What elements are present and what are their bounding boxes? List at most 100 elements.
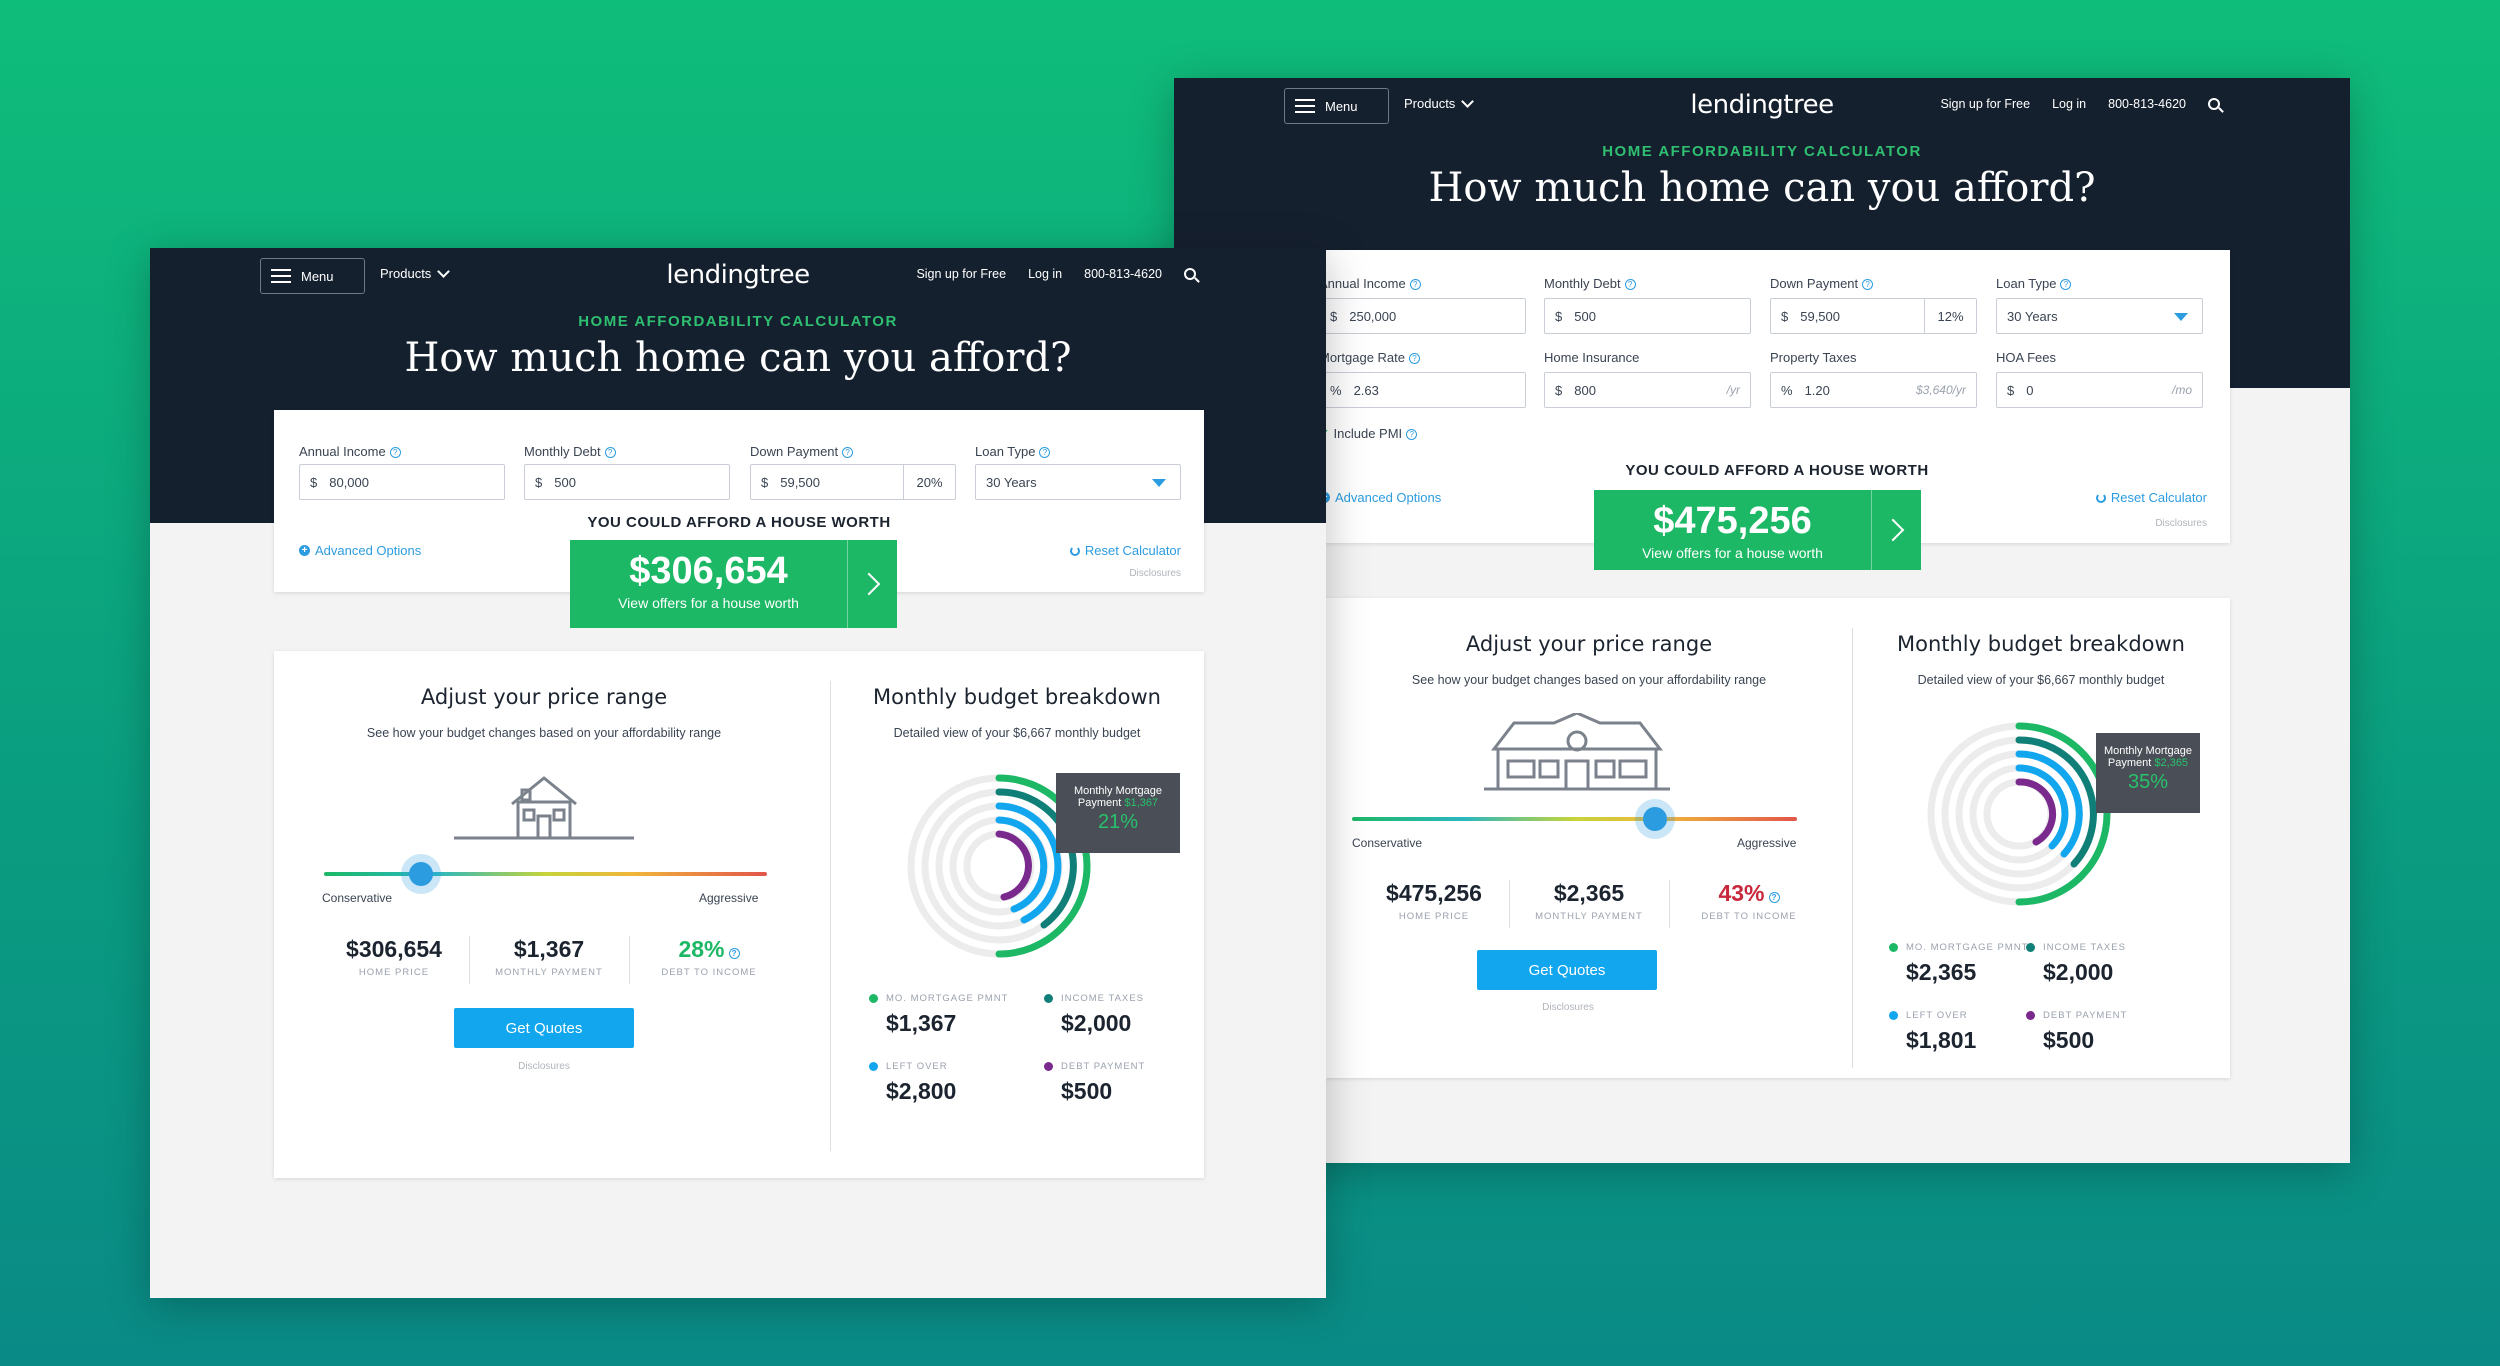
mortgage-arc-inner (2015, 764, 2069, 850)
divider (629, 936, 630, 984)
budget-ring-chart (1927, 722, 2111, 906)
price-range-slider[interactable] (1352, 817, 1797, 821)
home-insurance-label: Home Insurance (1544, 350, 1640, 365)
include-pmi-checkbox[interactable]: ✓ Include PMI? (1319, 426, 1418, 442)
advanced-options-link[interactable]: +Advanced Options (299, 543, 421, 558)
down-payment-input[interactable]: $59,500 12% (1770, 298, 1977, 334)
help-icon[interactable]: ? (842, 447, 854, 458)
column-divider (830, 681, 831, 1151)
top-nav: Menu Products lendingtree Sign up for Fr… (1174, 78, 2350, 148)
menu-button[interactable]: Menu (1284, 88, 1389, 124)
help-icon[interactable]: ? (1624, 279, 1636, 290)
monthly-payment-stat: $2,365 MONTHLY PAYMENT (1535, 880, 1643, 922)
menu-label: Menu (301, 268, 334, 284)
slider-handle[interactable] (409, 862, 434, 886)
annual-income-label: Annual Income? (299, 444, 401, 459)
mortgage-arc-inner (995, 816, 1048, 913)
help-icon[interactable]: ? (389, 447, 401, 458)
disclosures-link[interactable]: Disclosures (2155, 518, 2207, 529)
login-link[interactable]: Log in (1028, 267, 1063, 281)
down-payment-label: Down Payment? (1770, 276, 1874, 291)
mortgage-rate-input[interactable]: % 2.63 (1319, 372, 1526, 408)
phone-link[interactable]: 800-813-4620 (1084, 267, 1162, 281)
view-offers-label: View offers for a house worth (1642, 545, 1823, 561)
property-taxes-input[interactable]: % 1.20 $3,640/yr (1770, 372, 1977, 408)
mortgage-arc (995, 802, 1062, 924)
menu-button[interactable]: Menu (260, 258, 365, 294)
budget-title: Monthly budget breakdown (872, 685, 1161, 709)
get-quotes-button[interactable]: Get Quotes (1477, 950, 1657, 990)
get-quotes-button[interactable]: Get Quotes (454, 1008, 634, 1048)
down-payment-percent[interactable]: 20% (903, 465, 955, 499)
reset-calculator-link[interactable]: Reset Calculator (2095, 490, 2207, 505)
products-label: Products (1404, 96, 1456, 111)
home-insurance-input[interactable]: $800/yr (1544, 372, 1751, 408)
afford-heading: YOU COULD AFFORD A HOUSE WORTH (1625, 462, 1929, 479)
hoa-fees-input[interactable]: $0/mo (1996, 372, 2203, 408)
afford-amount: $306,654 (629, 550, 788, 592)
aggressive-label: Aggressive (699, 891, 759, 905)
help-icon[interactable]: ? (2060, 279, 2072, 290)
screenshot-large-income: Menu Products lendingtree Sign up for Fr… (1174, 78, 2350, 1163)
dropdown-arrow-icon (1152, 479, 1166, 487)
help-icon[interactable]: ? (1409, 279, 1421, 290)
help-icon[interactable]: ? (1768, 892, 1780, 903)
help-icon[interactable]: ? (1409, 353, 1420, 364)
mortgage-tooltip: Monthly Mortgage Payment $2,365 35% (2096, 733, 2200, 813)
divider (1509, 880, 1510, 928)
slider-handle[interactable] (1642, 807, 1667, 831)
chevron-right-icon (847, 540, 897, 628)
adjust-title: Adjust your price range (420, 685, 668, 709)
reset-icon (1069, 545, 1080, 556)
legend-taxes: INCOME TAXES $2,000 (1044, 993, 1144, 1037)
monthly-debt-input[interactable]: $500 (524, 464, 730, 500)
reset-calculator-link[interactable]: Reset Calculator (1069, 543, 1181, 558)
help-icon[interactable]: ? (728, 948, 740, 959)
products-label: Products (380, 266, 432, 281)
calculator-eyebrow: HOME AFFORDABILITY CALCULATOR (1602, 143, 1922, 160)
loan-type-select[interactable]: 30 Years (975, 464, 1181, 500)
page-title: How much home can you afford? (404, 335, 1072, 381)
disclosures-link[interactable]: Disclosures (518, 1061, 570, 1072)
adjust-subtitle: See how your budget changes based on you… (1411, 673, 1767, 687)
search-icon[interactable] (2208, 98, 2220, 110)
advanced-options-link[interactable]: +Advanced Options (1319, 490, 1441, 505)
view-offers-button[interactable]: $306,654 View offers for a house worth (570, 540, 897, 628)
price-range-slider[interactable] (324, 872, 767, 876)
monthly-debt-label: Monthly Debt? (524, 444, 616, 459)
left-over-arc (2015, 722, 2111, 906)
help-icon[interactable]: ? (1862, 279, 1874, 290)
lendingtree-logo[interactable]: lendingtree (1174, 90, 2350, 120)
phone-link[interactable]: 800-813-4620 (2108, 97, 2186, 111)
legend-debt: DEBT PAYMENT $500 (2026, 1010, 2127, 1054)
help-icon[interactable]: ? (1406, 429, 1418, 440)
disclosures-link[interactable]: Disclosures (1129, 568, 1181, 579)
search-icon[interactable] (1184, 268, 1196, 280)
divider (1669, 880, 1670, 928)
help-icon[interactable]: ? (604, 447, 616, 458)
disclosures-link[interactable]: Disclosures (1542, 1002, 1594, 1013)
mortgage-arc (2015, 750, 2083, 858)
annual-income-input[interactable]: $250,000 (1319, 298, 1526, 334)
dropdown-arrow-icon (2174, 313, 2188, 321)
down-payment-percent[interactable]: 12% (1924, 299, 1976, 333)
down-payment-input[interactable]: $59,500 20% (750, 464, 956, 500)
products-dropdown[interactable]: Products (1404, 94, 1475, 111)
results-card: Adjust your price range See how your bud… (1324, 598, 2230, 1078)
view-offers-button[interactable]: $475,256 View offers for a house worth (1594, 490, 1921, 570)
monthly-payment-stat: $1,367 MONTHLY PAYMENT (495, 936, 603, 978)
plus-icon: + (299, 545, 310, 556)
signup-link[interactable]: Sign up for Free (916, 267, 1007, 281)
products-dropdown[interactable]: Products (380, 264, 451, 281)
login-link[interactable]: Log in (2052, 97, 2087, 111)
adjust-subtitle: See how your budget changes based on you… (366, 726, 722, 740)
lendingtree-logo[interactable]: lendingtree (150, 260, 1326, 290)
home-price-stat: $475,256 HOME PRICE (1386, 880, 1482, 922)
signup-link[interactable]: Sign up for Free (1940, 97, 2031, 111)
loan-type-select[interactable]: 30 Years (1996, 298, 2203, 334)
chevron-right-icon (1871, 490, 1921, 570)
annual-income-input[interactable]: $80,000 (299, 464, 505, 500)
adjust-title: Adjust your price range (1465, 632, 1713, 656)
monthly-debt-input[interactable]: $500 (1544, 298, 1751, 334)
help-icon[interactable]: ? (1039, 447, 1051, 458)
